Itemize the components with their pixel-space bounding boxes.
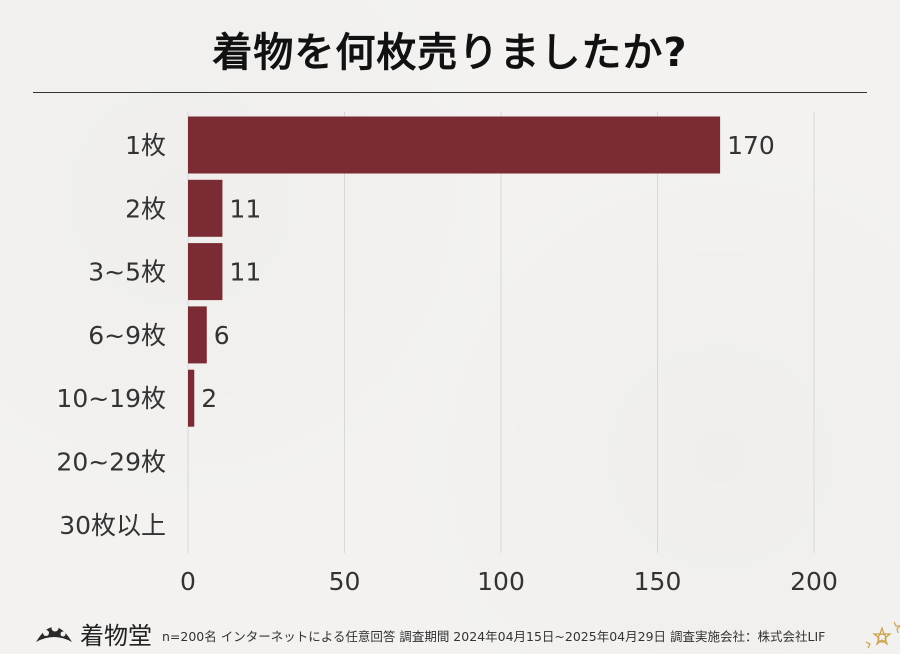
category-label-4: 6~9枚: [88, 321, 166, 350]
data-label-5: 2: [201, 384, 217, 413]
bar-3: [188, 243, 223, 301]
x-tick-label-100: 100: [477, 567, 525, 596]
chart-title: 着物を何枚売りましたか?: [212, 30, 688, 76]
x-tick-label-200: 200: [790, 567, 838, 596]
grid-lines: [187, 112, 815, 553]
bar-4: [188, 306, 207, 364]
survey-note: n=200名 インターネットによる任意回答 調査期間 2024年04月15日~2…: [162, 629, 826, 644]
category-label-2: 2枚: [125, 194, 166, 223]
footer: 着物堂 n=200名 インターネットによる任意回答 調査期間 2024年04月1…: [0, 612, 900, 654]
category-label-5: 10~19枚: [56, 384, 166, 413]
x-tick-labels: 0 50 100 150 200: [180, 567, 838, 596]
gold-flower-icon: [865, 621, 900, 649]
x-tick-label-50: 50: [329, 567, 361, 596]
title-divider: [33, 92, 867, 93]
x-tick-label-150: 150: [634, 567, 682, 596]
x-tick-label-0: 0: [180, 567, 196, 596]
category-label-1: 1枚: [125, 131, 166, 160]
fan-logo-icon: [36, 624, 72, 642]
bar-2: [188, 179, 223, 237]
bar-1: [188, 116, 721, 174]
category-label-3: 3~5枚: [88, 258, 166, 287]
bars: [188, 116, 721, 427]
brand-name: 着物堂: [80, 622, 152, 650]
category-label-7: 30枚以上: [59, 511, 166, 540]
data-labels: 170 11 11 6 2: [201, 131, 775, 413]
bar-5: [188, 369, 195, 427]
data-label-2: 11: [229, 194, 261, 223]
data-label-3: 11: [229, 258, 261, 287]
category-label-6: 20~29枚: [56, 448, 166, 477]
data-label-4: 6: [214, 321, 230, 350]
category-labels: 1枚 2枚 3~5枚 6~9枚 10~19枚 20~29枚 30枚以上: [56, 131, 166, 540]
data-label-1: 170: [727, 131, 775, 160]
